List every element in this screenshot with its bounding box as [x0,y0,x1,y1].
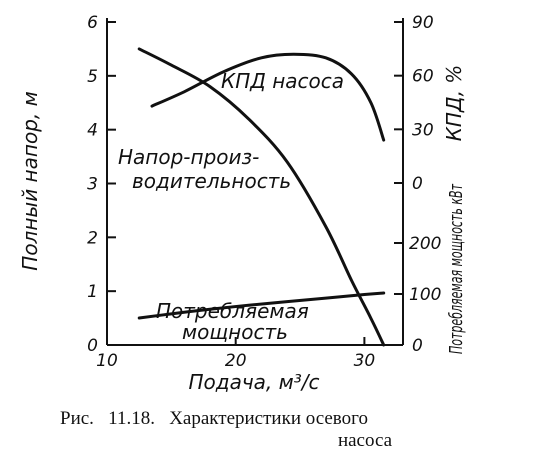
left-tick-label: 0 [87,336,98,356]
head-curve-annotation-line1: Напор-произ- [118,145,259,169]
power-tick-label: 200 [409,234,441,254]
efficiency-tick-label: 30 [412,120,434,140]
figure-caption: Рис. 11.18. Характеристики осевого насос… [60,408,520,452]
left-axis-label: Полный напор, м [18,91,42,270]
x-tick-label: 20 [225,351,247,371]
left-axis-ticks: 0 1 2 3 4 5 6 [87,13,116,356]
left-tick-label: 4 [87,121,98,141]
efficiency-tick-label: 60 [412,67,434,87]
power-tick-label: 100 [409,285,441,305]
efficiency-curve-annotation: КПД насоса [221,69,344,93]
left-tick-label: 2 [87,228,98,248]
caption-line-2: насоса [337,430,393,451]
head-curve [137,47,386,347]
x-axis-label: Подача, м³/с [189,370,320,394]
left-tick-label: 6 [87,13,98,33]
efficiency-tick-label: 0 [412,174,423,194]
x-tick-label: 10 [96,351,118,371]
power-axis-label: Потребляемая мощность кВт [446,184,467,354]
efficiency-axis-label: КПД, % [442,65,466,142]
left-tick-label: 1 [87,282,98,302]
power-tick-label: 0 [412,336,423,356]
curves [137,47,386,347]
x-axis-ticks: 10 20 30 [96,337,375,371]
left-tick-label: 5 [87,67,98,87]
caption-line-1: Рис. 11.18. Характеристики осевого [60,408,368,429]
chart: 0 1 2 3 4 5 6 0 30 60 90 0 100 200 10 20 30 Подача, м³… [18,13,467,394]
x-tick-label: 30 [354,351,376,371]
right-axis-ticks: 0 30 60 90 0 100 200 [394,13,441,356]
power-curve [137,291,386,320]
efficiency-tick-label: 90 [412,13,434,33]
power-curve-annotation-line1: Потребляемая [156,299,309,323]
left-tick-label: 3 [87,175,98,195]
power-curve-annotation-line2: мощность [182,320,288,344]
head-curve-annotation-line2: водительность [132,169,291,193]
efficiency-curve [150,52,386,142]
